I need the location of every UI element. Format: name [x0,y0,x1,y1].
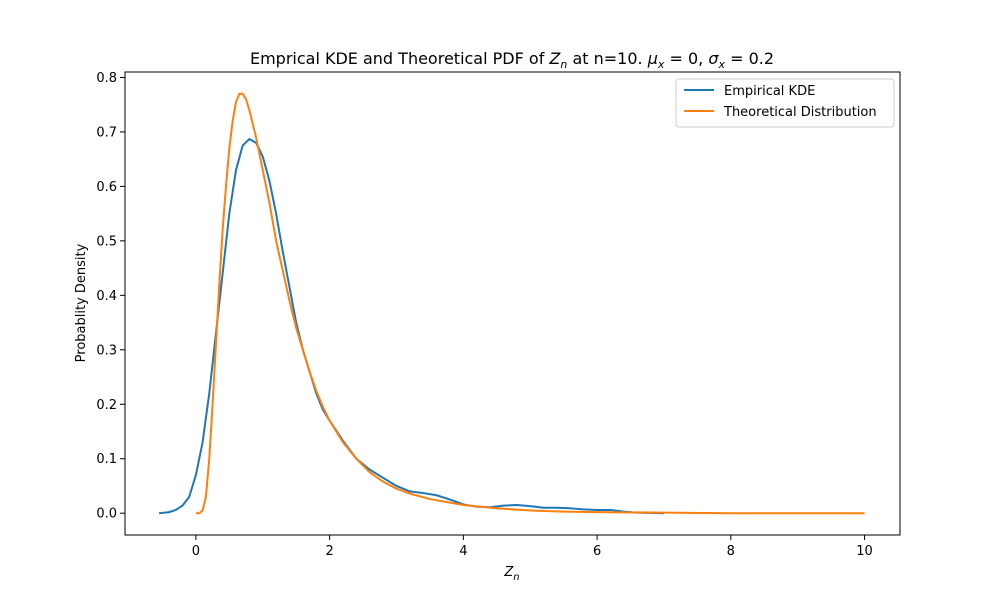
y-tick-label: 0.3 [96,343,117,358]
legend-box [675,78,895,128]
title-sigma-sub: x [717,58,725,71]
x-axis-label: Zn [503,565,519,583]
y-axis-ticks: 0.0 0.1 0.2 0.3 0.4 0.5 0.6 0.7 0.8 [96,71,125,522]
legend: Empirical KDE Theoretical Distribution [675,78,895,128]
series-layer [158,92,865,515]
legend-label-theoretical-distribution: Theoretical Distribution [723,105,877,120]
y-tick-label: 0.2 [96,398,117,413]
title-sigma: σ [708,49,719,68]
y-tick-label: 0.0 [96,507,117,522]
y-tick-label: 0.1 [96,452,117,467]
chart-title: Emprical KDE and Theoretical PDF of Zn a… [250,49,774,71]
title-var: Z [548,49,561,68]
title-var-sub: n [560,58,567,71]
x-tick-label: 2 [325,544,333,559]
x-axis-ticks: 0 2 4 6 8 10 [192,535,873,559]
y-tick-label: 0.7 [96,125,117,140]
title-mid: at n=10. [567,49,647,68]
title-mu-sub: x [657,58,665,71]
y-tick-label: 0.5 [96,234,117,249]
x-tick-label: 10 [856,544,873,559]
x-tick-label: 0 [192,544,200,559]
series-line-theoretical-distribution [195,92,865,515]
title-mu: μ [647,49,658,68]
x-tick-label: 4 [459,544,467,559]
x-axis-label-main: Z [503,565,514,580]
y-axis-label: Probablity Density [74,243,89,362]
legend-label-empirical-kde: Empirical KDE [724,84,815,99]
title-mu-val: = 0, [664,49,708,68]
x-tick-label: 6 [593,544,601,559]
title-sigma-val: = 0.2 [725,49,774,68]
title-prefix: Emprical KDE and Theoretical PDF of [250,49,549,68]
x-tick-label: 8 [727,544,735,559]
y-tick-label: 0.8 [96,71,117,86]
y-tick-label: 0.6 [96,180,117,195]
y-tick-label: 0.4 [96,289,117,304]
x-axis-label-sub: n [513,572,519,583]
plot-area-frame [124,71,901,536]
